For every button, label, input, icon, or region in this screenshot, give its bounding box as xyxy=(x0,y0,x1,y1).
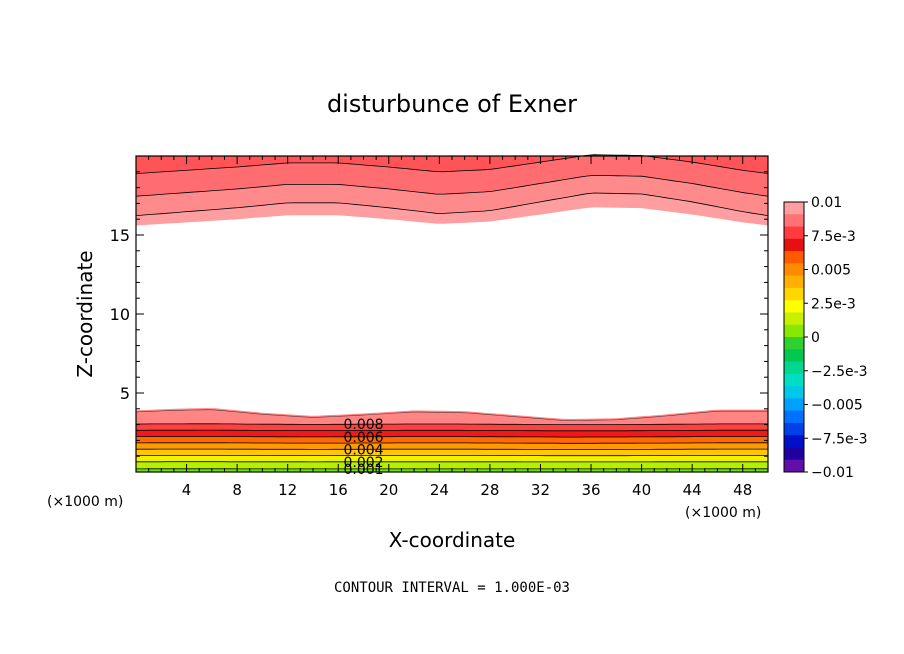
x-tick-label-40: 40 xyxy=(632,481,651,499)
colorbar-tick-label: 0.005 xyxy=(811,263,851,279)
top-band-fill-1 xyxy=(136,175,768,216)
colorbar-tick-label: 0 xyxy=(811,330,820,346)
x-tick-label-4: 4 xyxy=(182,481,192,499)
top-band-fill-2 xyxy=(136,154,768,197)
x-tick-label-36: 36 xyxy=(581,481,600,499)
x-axis-label: X-coordinate xyxy=(389,528,516,552)
top-contour-line-0.01 xyxy=(135,174,769,197)
colorbar: 0.01 7.5e-3 0.005 2.5e-3 0 −2.5e-3 −0.005 −7.5e… xyxy=(783,195,868,481)
contour-label-0.004: 0.004 xyxy=(343,442,383,458)
y-tick-label-15: 15 xyxy=(110,226,130,245)
colorbar-swatch-7 xyxy=(784,287,804,301)
x-tick-label-48: 48 xyxy=(733,481,752,499)
y-tick-label-5: 5 xyxy=(120,384,130,403)
bottom-contour-line-0.006 xyxy=(136,436,768,438)
x-tick-label-24: 24 xyxy=(430,481,449,499)
colorbar-tick-label: −2.5e-3 xyxy=(811,364,868,380)
contour-label-0.006: 0.006 xyxy=(343,430,383,446)
colorbar-swatch-10 xyxy=(784,324,804,338)
colorbar-swatch-6 xyxy=(784,275,804,289)
x-tick-label-32: 32 xyxy=(531,481,550,499)
top-band-fill-3 xyxy=(136,154,768,174)
colorbar-swatch-1 xyxy=(784,214,804,228)
chart-title: disturbunce of Exner xyxy=(327,90,577,118)
colorbar-swatch-20 xyxy=(784,447,804,461)
x-unit-label-right: (×1000 m) xyxy=(685,505,761,521)
colorbar-swatch-14 xyxy=(784,373,804,387)
colorbar-swatch-16 xyxy=(784,398,804,412)
colorbar-tick-label: −7.5e-3 xyxy=(811,431,868,447)
colorbar-swatch-11 xyxy=(784,337,804,350)
contour-interval-note: CONTOUR INTERVAL = 1.000E-03 xyxy=(334,580,570,596)
colorbar-tick-label: 0.01 xyxy=(811,195,842,211)
colorbar-swatch-0 xyxy=(784,202,804,215)
colorbar-swatch-3 xyxy=(784,238,804,252)
colorbar-swatch-13 xyxy=(784,361,804,375)
x-tick-label-16: 16 xyxy=(329,481,348,499)
contour-label-0.002: 0.002 xyxy=(343,455,383,471)
top-contour-line-0.009 xyxy=(135,192,769,216)
x-unit-label-left: (×1000 m) xyxy=(47,494,123,510)
colorbar-swatch-9 xyxy=(784,312,804,326)
colorbar-swatch-15 xyxy=(784,386,804,399)
x-tick-label-8: 8 xyxy=(232,481,242,499)
colorbar-swatch-8 xyxy=(784,300,804,313)
colorbar-swatch-19 xyxy=(784,435,804,448)
y-axis-label: Z-coordinate xyxy=(73,250,97,377)
colorbar-swatch-18 xyxy=(784,422,804,436)
bottom-contour-line-0.007 xyxy=(136,429,768,432)
colorbar-swatch-17 xyxy=(784,410,804,424)
x-tick-label-12: 12 xyxy=(278,481,297,499)
x-tick-label-44: 44 xyxy=(683,481,702,499)
x-tick-label-28: 28 xyxy=(480,481,499,499)
colorbar-tick-label: 7.5e-3 xyxy=(811,229,856,245)
colorbar-tick-label: −0.005 xyxy=(811,398,863,414)
bottom-contour-line-0.005 xyxy=(136,442,768,444)
colorbar-swatch-12 xyxy=(784,349,804,363)
contour-label-0.008: 0.008 xyxy=(343,417,383,433)
colorbar-swatch-4 xyxy=(784,251,804,264)
top-contour-line-0.011 xyxy=(135,154,769,174)
colorbar-swatch-5 xyxy=(784,263,804,277)
top-band-fill-0 xyxy=(136,193,768,226)
x-tick-label-20: 20 xyxy=(379,481,398,499)
colorbar-tick-label: −0.01 xyxy=(811,465,854,481)
y-tick-label-10: 10 xyxy=(110,305,130,324)
bottom-contour-line-0.008 xyxy=(136,423,768,425)
colorbar-swatch-21 xyxy=(784,459,804,473)
colorbar-swatch-2 xyxy=(784,226,804,240)
colorbar-tick-label: 2.5e-3 xyxy=(811,296,856,312)
bottom-band-edge xyxy=(135,409,768,421)
